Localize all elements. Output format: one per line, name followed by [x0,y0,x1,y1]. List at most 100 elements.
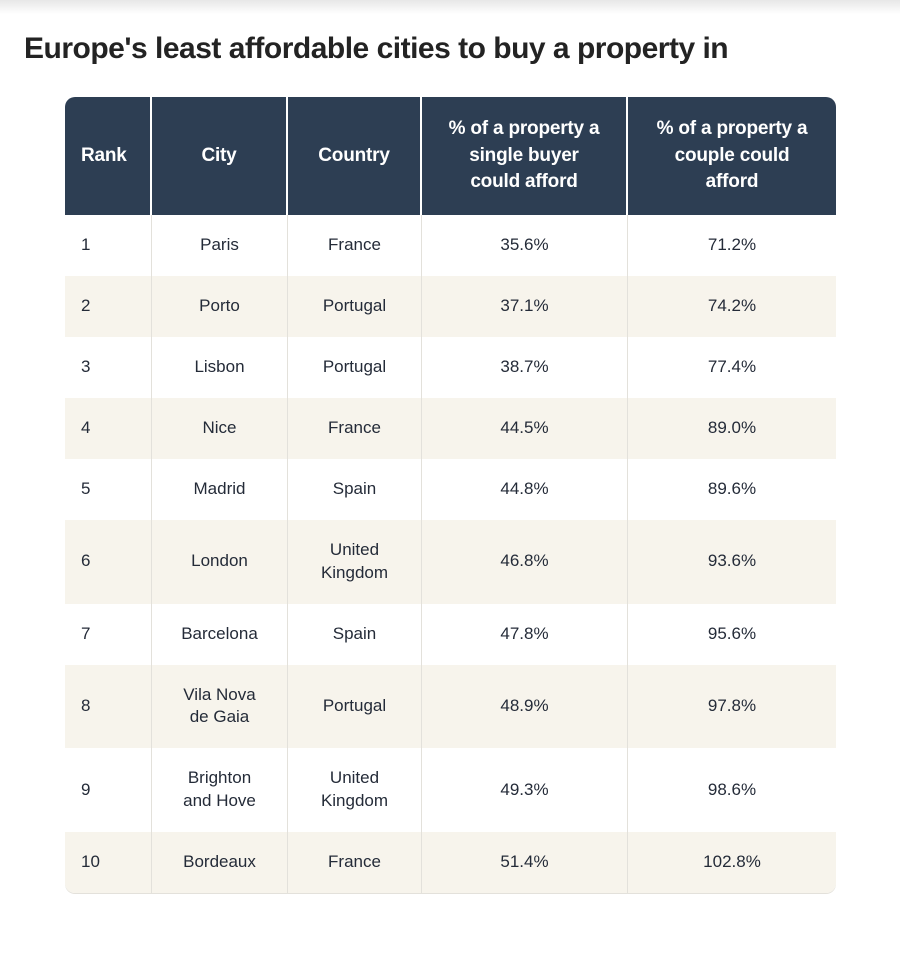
rank-value: 8 [81,695,91,715]
table-row: 8 Vila Nova de Gaia Portugal 48.9% 97.8% [65,664,836,749]
cell-country: France [288,215,422,276]
country-value: Spain [332,623,377,643]
couple-pct-value: 71.2% [707,235,757,254]
rank-value: 9 [81,779,91,799]
page-top-fade [0,0,900,14]
cell-couple-pct: 97.8% [628,664,836,749]
cell-single-buyer-pct: 46.8% [422,519,628,604]
table-row: 1 Paris France 35.6% 71.2% [65,215,836,276]
cell-city: Paris [152,215,288,276]
cell-single-buyer-pct: 49.3% [422,748,628,833]
cell-single-buyer-pct: 38.7% [422,336,628,398]
cell-city: Brighton and Hove [152,748,288,833]
table-body: 1 Paris France 35.6% 71.2% 2 Porto Portu… [65,215,836,894]
city-value: Brighton and Hove [183,768,256,811]
header-cell-single-buyer: % of a property a single buyer could aff… [422,97,628,215]
city-value: London [191,551,248,571]
table-row: 2 Porto Portugal 37.1% 74.2% [65,275,836,337]
country-value: Spain [332,478,377,498]
cell-city: London [152,519,288,604]
rank-value: 1 [81,235,91,254]
cell-couple-pct: 93.6% [628,519,836,604]
affordability-table-card: Rank City Country % of a property a sing… [65,97,836,894]
cell-rank: 3 [65,336,152,398]
couple-pct-value: 95.6% [707,623,757,643]
cell-single-buyer-pct: 48.9% [422,664,628,749]
header-label-country: Country [318,144,390,166]
country-value: France [328,417,381,437]
table-row: 6 London United Kingdom 46.8% 93.6% [65,519,836,604]
cell-city: Lisbon [152,336,288,398]
city-value: Paris [200,235,239,254]
couple-pct-value: 93.6% [707,551,757,571]
table-row: 4 Nice France 44.5% 89.0% [65,397,836,459]
cell-country: Spain [288,603,422,665]
single-buyer-pct-value: 49.3% [500,779,549,799]
cell-rank: 9 [65,748,152,833]
rank-value: 4 [81,417,91,437]
cell-single-buyer-pct: 51.4% [422,832,628,894]
cell-couple-pct: 89.6% [628,458,836,520]
city-value: Nice [202,417,237,437]
table-row: 7 Barcelona Spain 47.8% 95.6% [65,603,836,665]
single-buyer-pct-value: 51.4% [500,852,549,872]
page-title: Europe's least affordable cities to buy … [24,32,729,65]
rank-value: 3 [81,356,91,376]
rank-value: 6 [81,551,91,571]
single-buyer-pct-value: 48.9% [500,695,549,715]
couple-pct-value: 77.4% [707,356,757,376]
header-label-rank: Rank [81,144,127,166]
header-row: Rank City Country % of a property a sing… [65,97,836,215]
cell-city: Barcelona [152,603,288,665]
couple-pct-value: 98.6% [707,779,757,799]
city-value: Barcelona [181,623,258,643]
affordability-table: Rank City Country % of a property a sing… [65,97,836,894]
couple-pct-value: 89.6% [707,478,757,498]
country-value: France [328,852,381,872]
cell-couple-pct: 102.8% [628,832,836,894]
city-value: Lisbon [194,356,245,376]
city-value: Madrid [193,478,246,498]
country-value: Portugal [322,295,387,315]
single-buyer-pct-value: 37.1% [500,295,549,315]
cell-country: Portugal [288,275,422,337]
header-cell-country: Country [288,97,422,215]
table-row: 3 Lisbon Portugal 38.7% 77.4% [65,336,836,398]
couple-pct-value: 74.2% [707,295,757,315]
cell-country: United Kingdom [288,519,422,604]
single-buyer-pct-value: 44.8% [500,478,549,498]
cell-couple-pct: 71.2% [628,215,836,276]
cell-rank: 2 [65,275,152,337]
couple-pct-value: 89.0% [707,417,757,437]
cell-couple-pct: 95.6% [628,603,836,665]
cell-city: Madrid [152,458,288,520]
cell-city: Nice [152,397,288,459]
header-label-single-buyer: % of a property a single buyer could aff… [448,118,600,193]
header-label-couple: % of a property a couple could afford [656,118,808,193]
couple-pct-value: 97.8% [707,695,757,715]
table-header: Rank City Country % of a property a sing… [65,97,836,215]
cell-couple-pct: 98.6% [628,748,836,833]
cell-country: France [288,832,422,894]
single-buyer-pct-value: 38.7% [500,356,549,376]
couple-pct-value: 102.8% [703,852,761,872]
single-buyer-pct-value: 47.8% [500,623,549,643]
rank-value: 7 [81,623,91,643]
single-buyer-pct-value: 46.8% [500,551,549,571]
table-row: 10 Bordeaux France 51.4% 102.8% [65,832,836,894]
country-value: United Kingdom [320,539,389,582]
table-row: 5 Madrid Spain 44.8% 89.6% [65,458,836,520]
cell-couple-pct: 89.0% [628,397,836,459]
cell-country: United Kingdom [288,748,422,833]
single-buyer-pct-value: 44.5% [500,417,549,437]
country-value: France [328,235,381,254]
cell-rank: 7 [65,603,152,665]
cell-city: Vila Nova de Gaia [152,664,288,749]
rank-value: 10 [81,852,100,872]
cell-country: Portugal [288,336,422,398]
city-value: Vila Nova de Gaia [183,684,256,727]
single-buyer-pct-value: 35.6% [500,235,549,254]
cell-country: Spain [288,458,422,520]
cell-couple-pct: 74.2% [628,275,836,337]
cell-country: Portugal [288,664,422,749]
